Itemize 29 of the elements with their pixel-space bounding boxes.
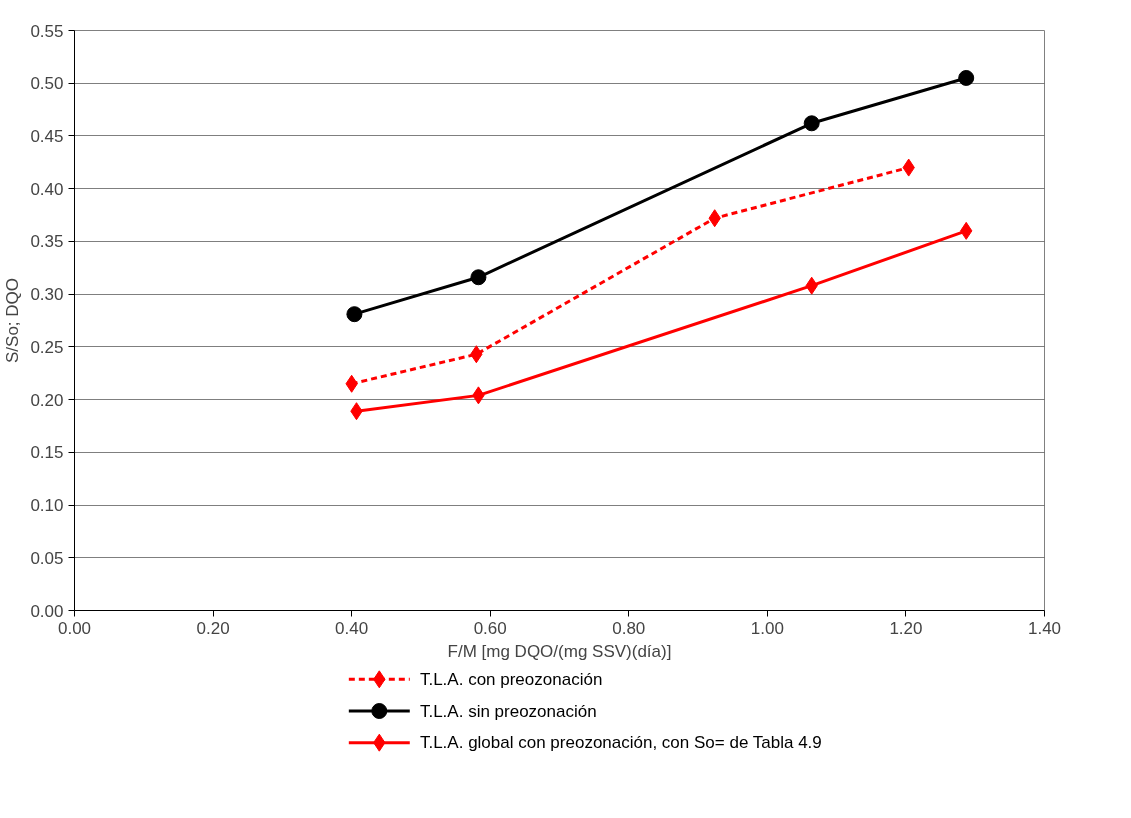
point (346, 306, 363, 323)
y-tick-label: 0.30 (30, 285, 64, 305)
x-tick-label: 0.20 (196, 618, 230, 638)
y-tick-label: 0.20 (30, 390, 64, 410)
legend-label: T.L.A. sin preozonación (419, 701, 597, 721)
y-tick-label: 0.45 (30, 126, 64, 146)
y-tick-label: 0.15 (30, 443, 64, 463)
x-tick-label: 0.40 (335, 618, 369, 638)
x-tick-label: 1.00 (750, 618, 784, 638)
y-tick-label: 0.05 (30, 548, 64, 568)
y-tick-label: 0.35 (30, 232, 64, 252)
x-tick-label: 0.80 (612, 618, 646, 638)
legend-label: T.L.A. global con preozonación, con So= de Tabla 4.9 (419, 733, 822, 753)
y-tick-label: 0.25 (30, 337, 64, 357)
x-tick-label: 0.60 (473, 618, 507, 638)
y-tick-label: 0.40 (30, 179, 64, 199)
point (958, 69, 975, 86)
x-axis-title: F/M [mg DQO/(mg SSV)(día)] (447, 641, 672, 661)
y-tick-label: 0.55 (30, 21, 64, 41)
x-tick-label: 1.40 (1027, 618, 1062, 638)
point (470, 269, 487, 286)
y-tick-label: 0.00 (30, 601, 64, 621)
y-axis-title: S/So; DQO (3, 277, 23, 364)
legend-label: T.L.A. con preozonación (419, 669, 603, 689)
x-tick-label: 0.00 (57, 618, 92, 638)
y-tick-label: 0.50 (30, 74, 64, 94)
point (803, 115, 820, 132)
y-tick-label: 0.10 (30, 496, 64, 516)
x-tick-label: 1.20 (889, 618, 923, 638)
